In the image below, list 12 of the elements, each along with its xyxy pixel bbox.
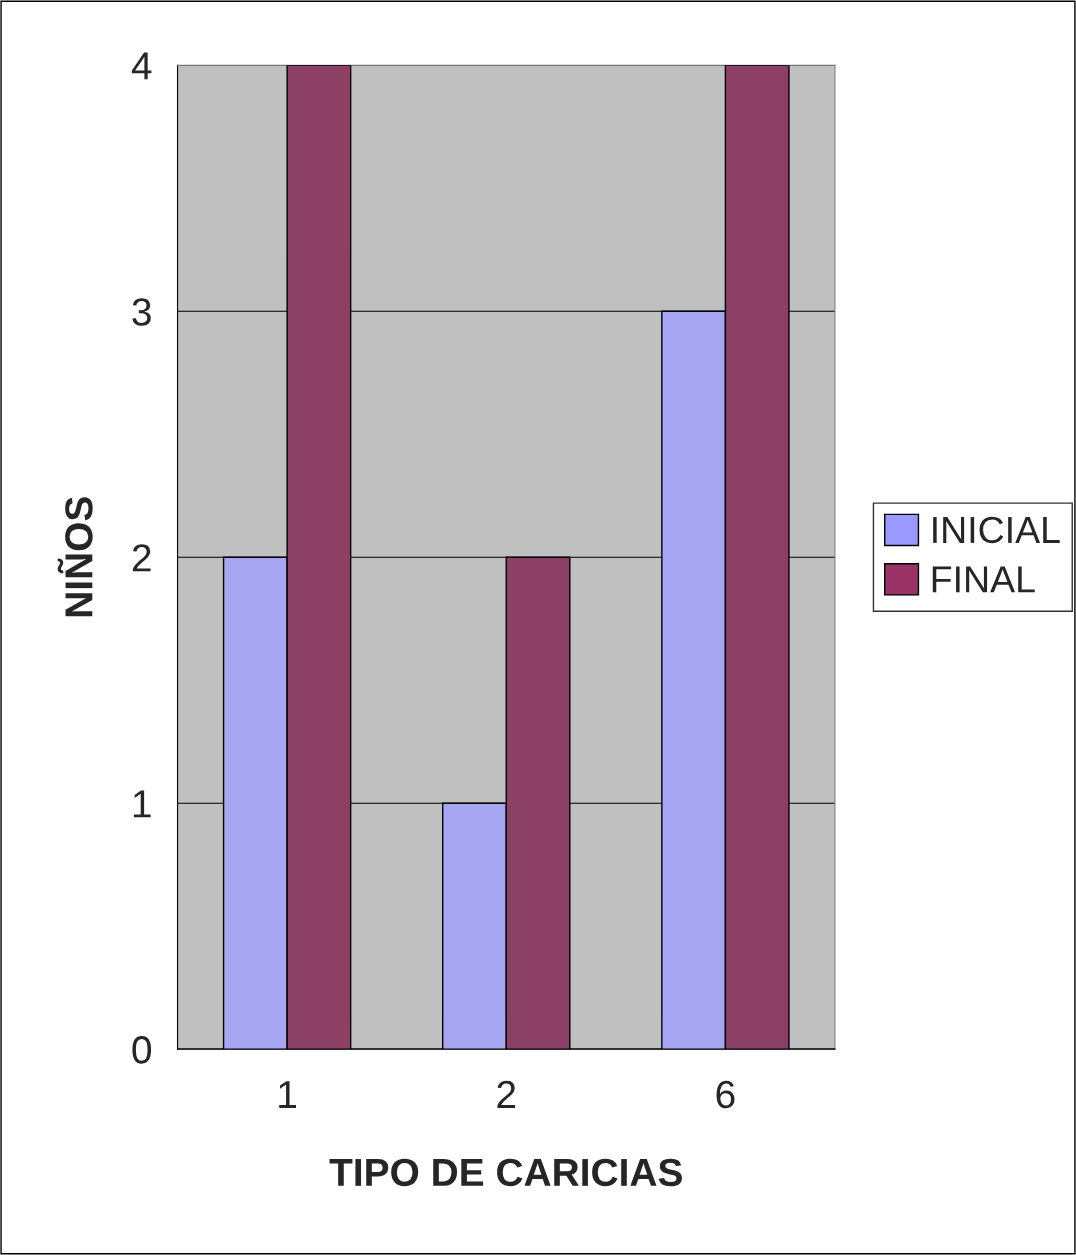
x-tick-label: 6 [716, 1080, 735, 1109]
y-axis-title: NIÑOS [57, 497, 93, 617]
y-tick-label: 3 [132, 298, 151, 326]
y-tick-label: 1 [133, 790, 151, 818]
y-tick-label: 4 [131, 52, 152, 80]
y-tick-label: 0 [132, 1036, 152, 1064]
legend-label: FINAL [932, 566, 1035, 593]
x-tick-label: 2 [497, 1080, 516, 1108]
x-tick-label: 1 [279, 1081, 297, 1108]
legend-label: INICIAL [933, 516, 1060, 544]
x-axis-title: TIPO DE CARICIAS [329, 1158, 682, 1187]
y-tick-label: 2 [132, 544, 151, 572]
